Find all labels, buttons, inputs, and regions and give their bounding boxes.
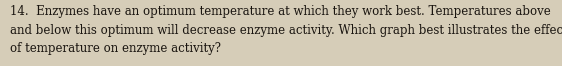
Text: 14.  Enzymes have an optimum temperature at which they work best. Temperatures a: 14. Enzymes have an optimum temperature … (10, 5, 562, 55)
